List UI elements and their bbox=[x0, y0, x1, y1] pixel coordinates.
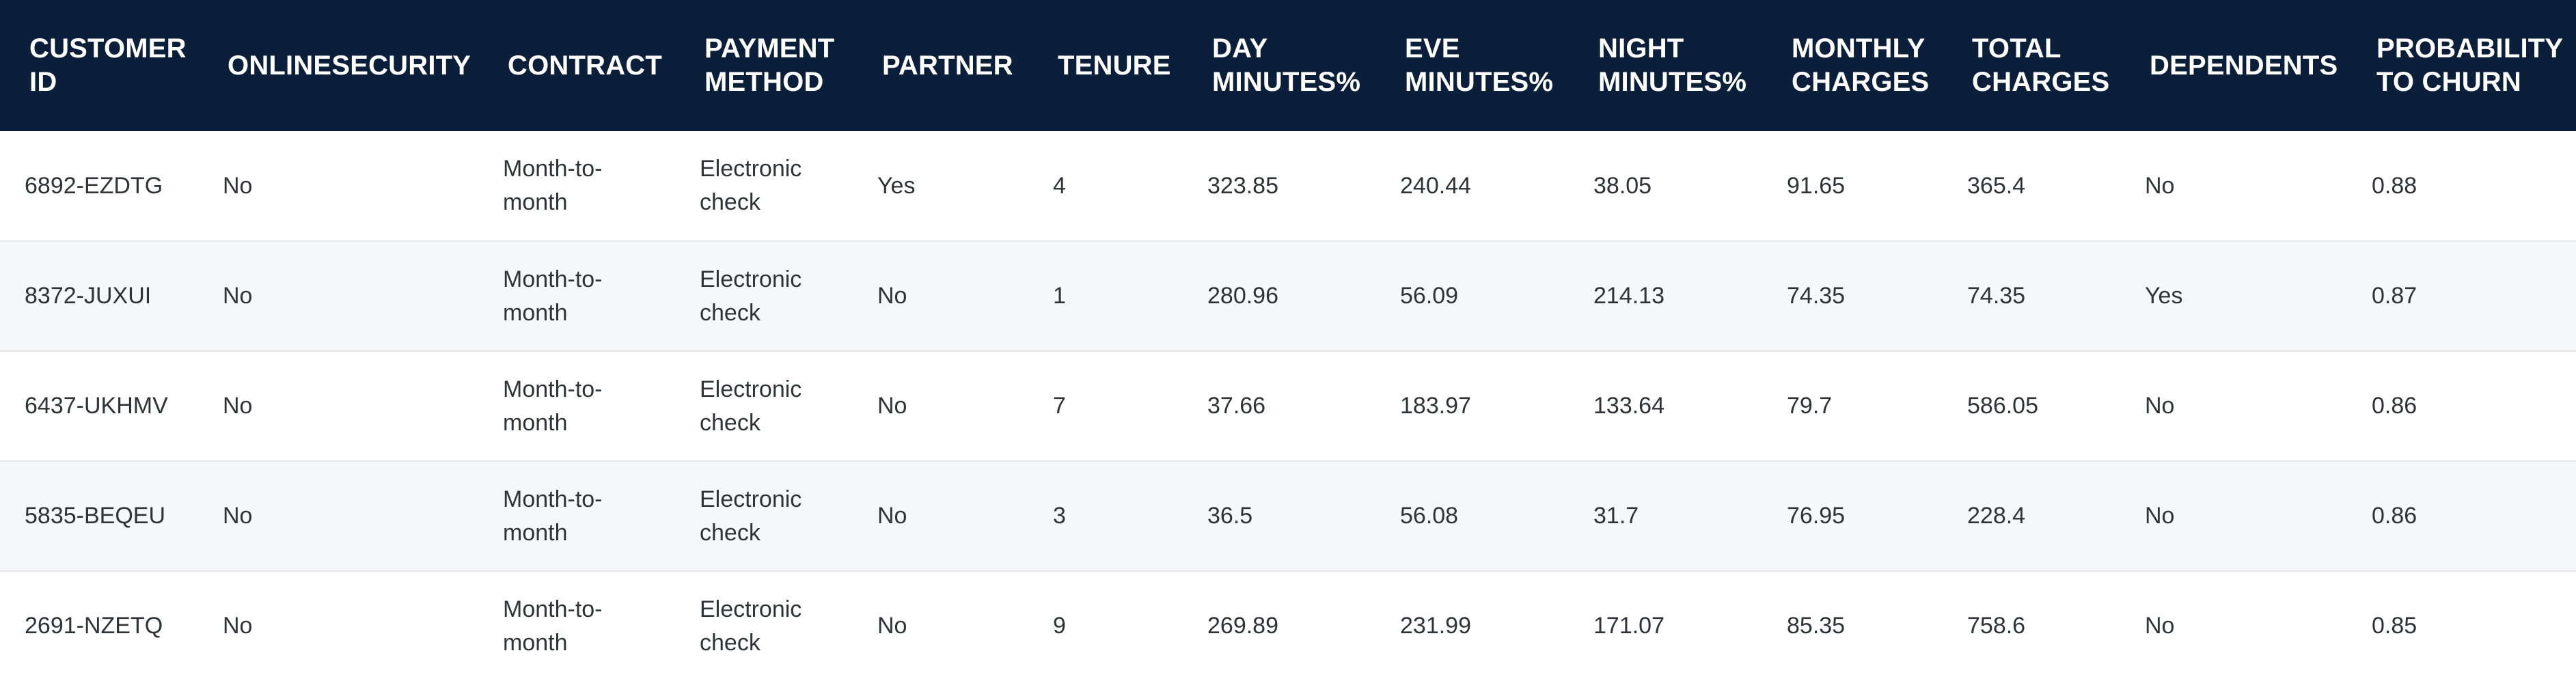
table-body: 6892-EZDTG No Month-to-month Electronic … bbox=[0, 131, 2576, 679]
cell-tenure: 3 bbox=[1053, 503, 1066, 529]
cell-tenure: 1 bbox=[1053, 283, 1066, 309]
cell-probability-to-churn: 0.85 bbox=[2372, 613, 2417, 639]
cell-night-minutes: 31.7 bbox=[1593, 503, 1639, 529]
cell-total-charges: 228.4 bbox=[1967, 503, 2026, 529]
cell-monthly-charges: 79.7 bbox=[1787, 393, 1833, 419]
cell-day-minutes: 36.5 bbox=[1207, 503, 1253, 529]
cell-monthly-charges: 76.95 bbox=[1787, 503, 1846, 529]
cell-total-charges: 74.35 bbox=[1967, 283, 2026, 309]
cell-dependents: No bbox=[2145, 393, 2175, 419]
cell-eve-minutes: 56.08 bbox=[1400, 503, 1459, 529]
cell-onlinesecurity: No bbox=[223, 172, 253, 199]
cell-partner: Yes bbox=[877, 172, 916, 199]
cell-dependents: No bbox=[2145, 613, 2175, 639]
column-header-contract[interactable]: CONTRACT bbox=[508, 50, 663, 81]
cell-night-minutes: 214.13 bbox=[1593, 283, 1664, 309]
cell-eve-minutes: 183.97 bbox=[1400, 393, 1471, 419]
cell-payment-method: Electronic check bbox=[700, 376, 802, 436]
cell-payment-method: Electronic check bbox=[700, 266, 802, 326]
cell-customer-id: 8372-JUXUI bbox=[25, 283, 152, 309]
cell-onlinesecurity: No bbox=[223, 283, 253, 309]
cell-eve-minutes: 56.09 bbox=[1400, 283, 1459, 309]
cell-partner: No bbox=[877, 393, 907, 419]
cell-dependents: No bbox=[2145, 503, 2175, 529]
cell-day-minutes: 280.96 bbox=[1207, 283, 1278, 309]
cell-total-charges: 758.6 bbox=[1967, 613, 2026, 639]
table-header: CUSTOMER ID ONLINESECURITY CONTRACT PAYM… bbox=[0, 0, 2576, 131]
cell-monthly-charges: 85.35 bbox=[1787, 613, 1846, 639]
cell-night-minutes: 133.64 bbox=[1593, 393, 1664, 419]
column-header-dependents[interactable]: DEPENDENTS bbox=[2150, 50, 2338, 81]
table-row[interactable]: 6437-UKHMV No Month-to-month Electronic … bbox=[0, 351, 2576, 461]
cell-probability-to-churn: 0.86 bbox=[2372, 503, 2417, 529]
cell-contract: Month-to-month bbox=[503, 486, 603, 546]
column-header-partner[interactable]: PARTNER bbox=[882, 50, 1013, 81]
cell-dependents: No bbox=[2145, 172, 2175, 199]
cell-contract: Month-to-month bbox=[503, 266, 603, 326]
cell-onlinesecurity: No bbox=[223, 613, 253, 639]
cell-monthly-charges: 74.35 bbox=[1787, 283, 1846, 309]
cell-day-minutes: 269.89 bbox=[1207, 613, 1278, 639]
cell-day-minutes: 37.66 bbox=[1207, 393, 1266, 419]
cell-tenure: 7 bbox=[1053, 393, 1066, 419]
column-header-day-minutes[interactable]: DAY MINUTES% bbox=[1212, 33, 1361, 97]
cell-eve-minutes: 231.99 bbox=[1400, 613, 1471, 639]
cell-onlinesecurity: No bbox=[223, 503, 253, 529]
column-header-customer-id[interactable]: CUSTOMER ID bbox=[29, 33, 187, 97]
column-header-monthly-charges[interactable]: MONTHLY CHARGES bbox=[1792, 33, 1930, 97]
cell-customer-id: 6437-UKHMV bbox=[25, 393, 168, 419]
cell-day-minutes: 323.85 bbox=[1207, 172, 1278, 199]
header-row: CUSTOMER ID ONLINESECURITY CONTRACT PAYM… bbox=[0, 0, 2576, 131]
cell-payment-method: Electronic check bbox=[700, 486, 802, 546]
cell-partner: No bbox=[877, 283, 907, 309]
cell-tenure: 4 bbox=[1053, 172, 1066, 199]
cell-partner: No bbox=[877, 503, 907, 529]
column-header-tenure[interactable]: TENURE bbox=[1058, 50, 1171, 81]
cell-payment-method: Electronic check bbox=[700, 156, 802, 215]
cell-night-minutes: 38.05 bbox=[1593, 172, 1652, 199]
cell-onlinesecurity: No bbox=[223, 393, 253, 419]
cell-dependents: Yes bbox=[2145, 283, 2183, 309]
cell-payment-method: Electronic check bbox=[700, 596, 802, 656]
column-header-eve-minutes[interactable]: EVE MINUTES% bbox=[1405, 33, 1554, 97]
cell-probability-to-churn: 0.87 bbox=[2372, 283, 2417, 309]
table-row[interactable]: 6892-EZDTG No Month-to-month Electronic … bbox=[0, 131, 2576, 241]
cell-customer-id: 2691-NZETQ bbox=[25, 613, 163, 639]
cell-total-charges: 586.05 bbox=[1967, 393, 2038, 419]
column-header-payment-method[interactable]: PAYMENT METHOD bbox=[704, 33, 835, 97]
cell-customer-id: 6892-EZDTG bbox=[25, 172, 163, 199]
cell-probability-to-churn: 0.88 bbox=[2372, 172, 2417, 199]
cell-night-minutes: 171.07 bbox=[1593, 613, 1664, 639]
cell-partner: No bbox=[877, 613, 907, 639]
cell-monthly-charges: 91.65 bbox=[1787, 172, 1846, 199]
cell-contract: Month-to-month bbox=[503, 156, 603, 215]
column-header-onlinesecurity[interactable]: ONLINESECURITY bbox=[228, 50, 471, 81]
column-header-total-charges[interactable]: TOTAL CHARGES bbox=[1972, 33, 2110, 97]
table-row[interactable]: 8372-JUXUI No Month-to-month Electronic … bbox=[0, 241, 2576, 351]
column-header-probability-to-churn[interactable]: PROBABILITY TO CHURN bbox=[2376, 33, 2563, 97]
column-header-night-minutes[interactable]: NIGHT MINUTES% bbox=[1598, 33, 1747, 97]
cell-tenure: 9 bbox=[1053, 613, 1066, 639]
cell-customer-id: 5835-BEQEU bbox=[25, 503, 165, 529]
cell-contract: Month-to-month bbox=[503, 596, 603, 656]
table-row[interactable]: 2691-NZETQ No Month-to-month Electronic … bbox=[0, 571, 2576, 679]
table-row[interactable]: 5835-BEQEU No Month-to-month Electronic … bbox=[0, 461, 2576, 571]
cell-contract: Month-to-month bbox=[503, 376, 603, 436]
cell-total-charges: 365.4 bbox=[1967, 172, 2026, 199]
cell-probability-to-churn: 0.86 bbox=[2372, 393, 2417, 419]
cell-eve-minutes: 240.44 bbox=[1400, 172, 1471, 199]
